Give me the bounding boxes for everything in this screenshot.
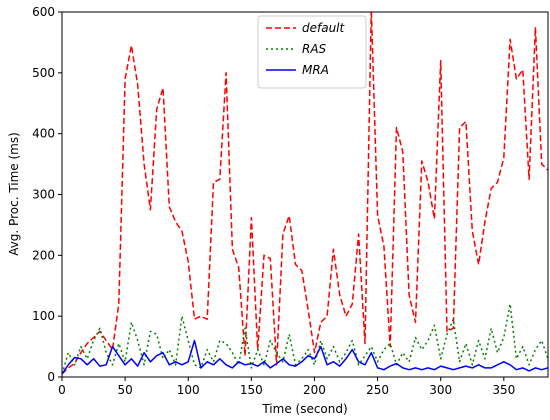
y-tick-label: 200 — [32, 248, 55, 262]
y-axis-label: Avg. Proc. Time (ms) — [7, 132, 21, 256]
x-tick-label: 150 — [240, 383, 263, 397]
x-tick-label: 100 — [177, 383, 200, 397]
legend-label-default: default — [302, 21, 346, 35]
x-tick-label: 350 — [492, 383, 515, 397]
x-tick-label: 200 — [303, 383, 326, 397]
x-tick-label: 300 — [429, 383, 452, 397]
y-tick-label: 0 — [47, 370, 55, 384]
legend-label-MRA: MRA — [302, 63, 329, 77]
y-tick-label: 500 — [32, 66, 55, 80]
x-axis: 0 50 100 150 200 250 300 350 — [58, 377, 515, 397]
y-tick-label: 300 — [32, 188, 55, 202]
y-tick-label: 100 — [32, 309, 55, 323]
x-tick-label: 0 — [58, 383, 66, 397]
x-tick-label: 250 — [366, 383, 389, 397]
y-axis: 0 100 200 300 400 500 600 — [32, 5, 62, 384]
x-tick-label: 50 — [117, 383, 132, 397]
series-line-RAS — [62, 303, 548, 375]
y-tick-label: 600 — [32, 5, 55, 19]
series-line-MRA — [62, 339, 548, 375]
x-axis-label: Time (second) — [261, 402, 347, 416]
y-tick-label: 400 — [32, 127, 55, 141]
series-line-default — [62, 12, 548, 375]
legend-label-RAS: RAS — [302, 42, 327, 56]
series-layer — [62, 12, 548, 375]
legend: default RAS MRA — [257, 15, 367, 89]
